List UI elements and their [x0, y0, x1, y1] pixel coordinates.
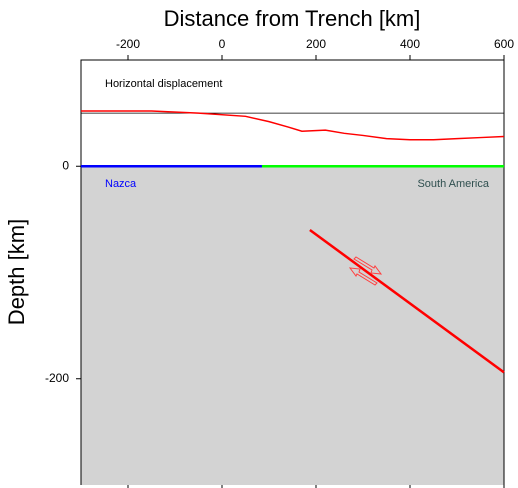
displacement-line — [81, 110, 505, 141]
plate-label: South America — [417, 178, 489, 190]
x-tick-label: 200 — [306, 37, 326, 51]
x-tick-label: -200 — [116, 37, 140, 51]
x-tick-label: 600 — [494, 37, 514, 51]
slab-line — [309, 228, 505, 374]
y-tick-label: -200 — [45, 371, 69, 385]
x-axis-label: Distance from Trench [km] — [164, 6, 421, 31]
y-tick-label: 0 — [62, 158, 69, 172]
slip-arrow — [348, 267, 378, 286]
y-axis-label: Depth [km] — [4, 219, 29, 325]
x-tick-label: 400 — [400, 37, 420, 51]
mantle-background — [81, 166, 504, 485]
slip-arrow — [353, 256, 383, 275]
displacement-label: Horizontal displacement — [105, 78, 222, 90]
plate-label: Nazca — [105, 178, 137, 190]
x-tick-label: 0 — [219, 37, 226, 51]
